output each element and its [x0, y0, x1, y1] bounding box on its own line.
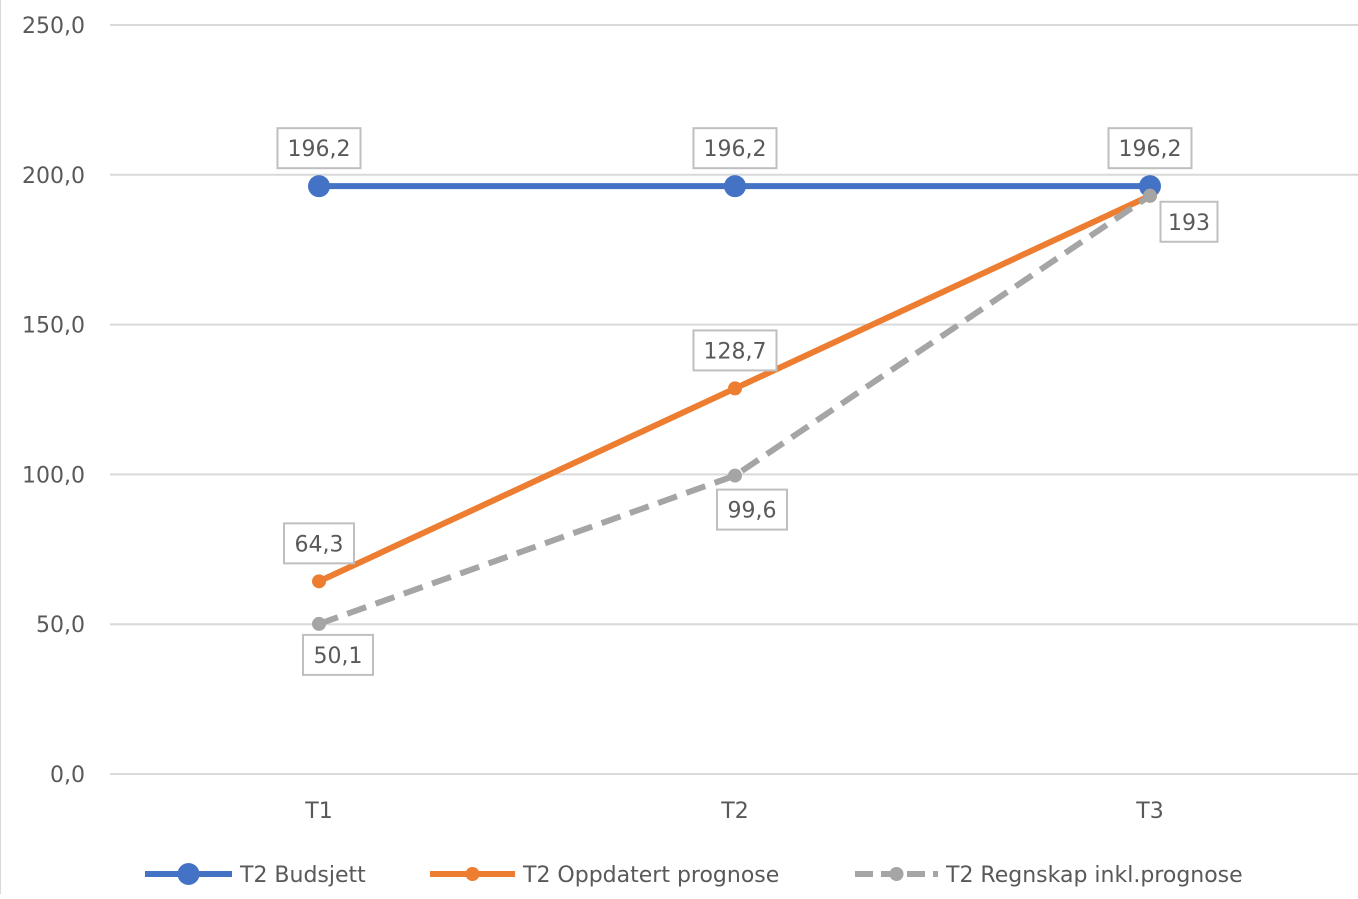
- data-label-box: [692, 329, 778, 372]
- data-point: [312, 616, 326, 631]
- data-label-box: [692, 127, 778, 170]
- data-label-box: [1159, 200, 1219, 243]
- legend-swatch-marker: [889, 867, 904, 881]
- legend-swatch-marker: [465, 867, 480, 881]
- data-label: 64,3: [295, 532, 344, 557]
- x-tick-label: T1: [304, 799, 332, 824]
- data-label-box: [276, 127, 362, 170]
- y-tick-label: 50,0: [36, 613, 85, 638]
- data-label-box: [716, 488, 788, 531]
- y-tick-label: 0,0: [50, 763, 85, 788]
- data-label: 50,1: [314, 644, 363, 669]
- data-point: [728, 468, 742, 483]
- y-tick-label: 150,0: [22, 314, 85, 339]
- data-label-box: [302, 633, 374, 676]
- legend-swatch-marker: [177, 863, 200, 885]
- data-label: 196,2: [1119, 137, 1182, 162]
- legend-label: T2 Budsjett: [239, 863, 366, 888]
- data-label: 196,2: [704, 137, 767, 162]
- series-group: [308, 175, 1161, 631]
- data-point: [308, 175, 330, 198]
- data-label-box: [1107, 127, 1193, 170]
- legend: T2 Budsjett T2 Oppdatert prognose T2 Regns…: [145, 863, 1243, 888]
- legend-label: T2 Regnskap inkl.prognose: [945, 863, 1243, 888]
- y-tick-label: 250,0: [22, 14, 85, 39]
- data-point: [1143, 188, 1157, 203]
- data-label: 193: [1168, 211, 1210, 236]
- data-point: [728, 381, 742, 396]
- data-label: 99,6: [728, 499, 777, 524]
- y-tick-label: 100,0: [22, 463, 85, 488]
- y-axis: 0,0 50,0 100,0 150,0 200,0 250,0: [22, 14, 85, 788]
- data-label-box: [283, 522, 355, 565]
- data-point: [724, 175, 746, 198]
- data-label: 128,7: [704, 339, 767, 364]
- data-point: [312, 574, 326, 589]
- x-tick-label: T3: [1135, 799, 1163, 824]
- x-axis: T1 T2 T3: [304, 799, 1163, 824]
- series-line: [317, 193, 1152, 627]
- legend-label: T2 Oppdatert prognose: [522, 863, 779, 888]
- x-tick-label: T2: [720, 799, 748, 824]
- y-tick-label: 200,0: [22, 164, 85, 189]
- data-label: 196,2: [288, 137, 351, 162]
- data-labels: 196,2 196,2 196,2 64,3 128,7 50,1 99,6 193: [276, 127, 1219, 676]
